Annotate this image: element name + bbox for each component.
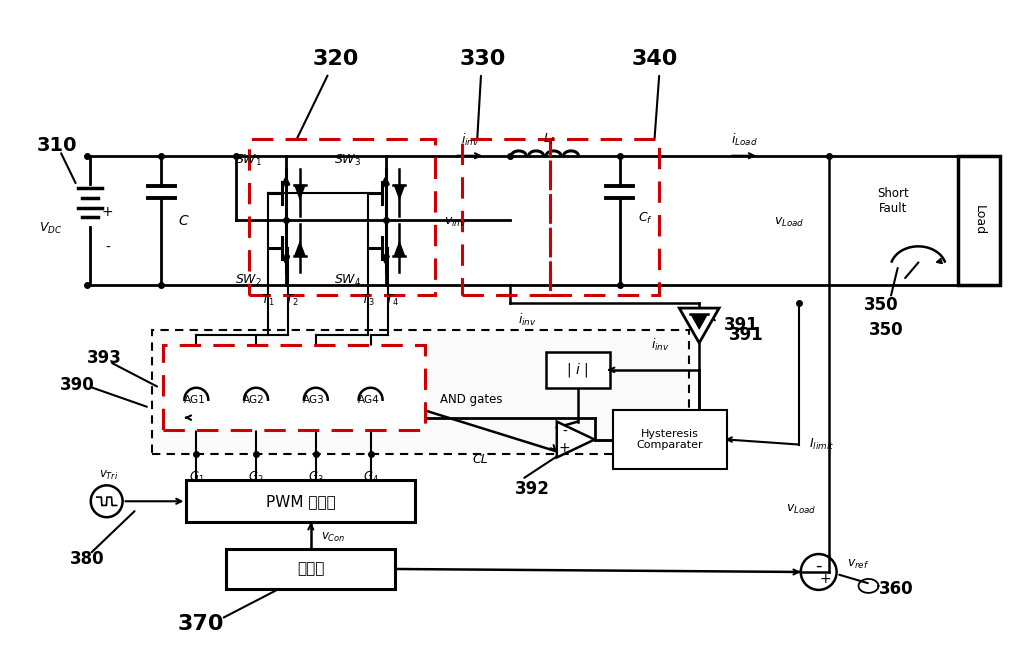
Polygon shape [394, 185, 406, 201]
Text: AG4: AG4 [358, 395, 379, 405]
Text: $G_4$: $G_4$ [363, 470, 378, 485]
Text: $G_2$: $G_2$ [248, 470, 263, 485]
Text: $v_{Con}$: $v_{Con}$ [320, 531, 345, 544]
Text: $SW_3$: $SW_3$ [335, 153, 362, 168]
Polygon shape [691, 314, 708, 330]
Bar [546, 352, 609, 388]
Text: Load: Load [972, 205, 985, 236]
Text: $T_2$: $T_2$ [285, 292, 299, 308]
Text: $SW_4$: $SW_4$ [335, 273, 362, 288]
Text: $i_{inv}$: $i_{inv}$ [461, 132, 480, 148]
Text: 380: 380 [70, 550, 105, 568]
Text: $v_{ref}$: $v_{ref}$ [846, 558, 870, 570]
Text: 393: 393 [86, 349, 122, 367]
Text: 320: 320 [312, 49, 359, 69]
Text: $C_f$: $C_f$ [638, 211, 653, 226]
Text: AG2: AG2 [243, 395, 265, 405]
Text: +: + [102, 205, 114, 220]
Polygon shape [679, 308, 719, 343]
Text: +: + [820, 572, 832, 586]
Text: 391: 391 [724, 316, 759, 334]
Text: 제어부: 제어부 [297, 562, 324, 576]
Text: AND gates: AND gates [440, 393, 502, 406]
Text: 392: 392 [515, 480, 550, 498]
Polygon shape [294, 185, 306, 201]
Text: +: + [559, 440, 571, 455]
Polygon shape [394, 240, 406, 256]
Polygon shape [556, 422, 595, 457]
Text: 350: 350 [863, 296, 898, 314]
Polygon shape [294, 240, 306, 256]
Text: -: - [816, 557, 822, 575]
Bar [186, 480, 415, 522]
Text: $i_{inv}$: $i_{inv}$ [518, 312, 537, 328]
Text: $v_{inv}$: $v_{inv}$ [443, 216, 467, 229]
Text: -: - [562, 424, 567, 439]
Text: -: - [105, 242, 110, 255]
Text: $T_1$: $T_1$ [261, 292, 275, 308]
Bar [612, 410, 727, 469]
Text: $i_{inv}$: $i_{inv}$ [651, 337, 669, 353]
Text: Short
Fault: Short Fault [878, 187, 909, 214]
Bar [152, 330, 690, 455]
Text: 391: 391 [729, 326, 764, 344]
Text: Hysteresis
Comparater: Hysteresis Comparater [636, 429, 703, 450]
Text: $v_{Load}$: $v_{Load}$ [786, 503, 817, 516]
Text: 310: 310 [37, 136, 77, 155]
Bar [462, 139, 550, 295]
Text: $L_f$: $L_f$ [543, 132, 556, 147]
Text: 390: 390 [60, 376, 95, 394]
Text: $SW_2$: $SW_2$ [235, 273, 262, 288]
Text: $T_3$: $T_3$ [361, 292, 374, 308]
Text: $G_3$: $G_3$ [308, 470, 323, 485]
Text: 360: 360 [879, 580, 913, 598]
Bar [249, 139, 435, 295]
Text: 340: 340 [632, 49, 677, 69]
Text: $i_{Load}$: $i_{Load}$ [730, 132, 758, 148]
Text: $v_{Tri}$: $v_{Tri}$ [99, 469, 119, 482]
Text: AG1: AG1 [183, 395, 205, 405]
Bar [226, 549, 396, 589]
Text: PWM 발생기: PWM 발생기 [266, 494, 336, 509]
Text: $V_{DC}$: $V_{DC}$ [39, 221, 62, 236]
Text: C: C [179, 214, 188, 228]
Bar [550, 139, 659, 295]
Text: $I_{limit}$: $I_{limit}$ [809, 437, 834, 452]
Text: $G_1$: $G_1$ [188, 470, 204, 485]
Text: $v_{Load}$: $v_{Load}$ [774, 216, 804, 229]
Bar [958, 156, 1000, 285]
Text: AG3: AG3 [303, 395, 324, 405]
Text: CL: CL [472, 453, 488, 466]
Text: 370: 370 [178, 614, 225, 634]
Bar [164, 345, 425, 430]
Text: $|\ i\ |$: $|\ i\ |$ [566, 361, 589, 379]
Text: 330: 330 [460, 49, 506, 69]
Text: $SW_1$: $SW_1$ [235, 153, 262, 168]
Text: $T_4$: $T_4$ [384, 292, 399, 308]
Text: 350: 350 [869, 321, 903, 339]
